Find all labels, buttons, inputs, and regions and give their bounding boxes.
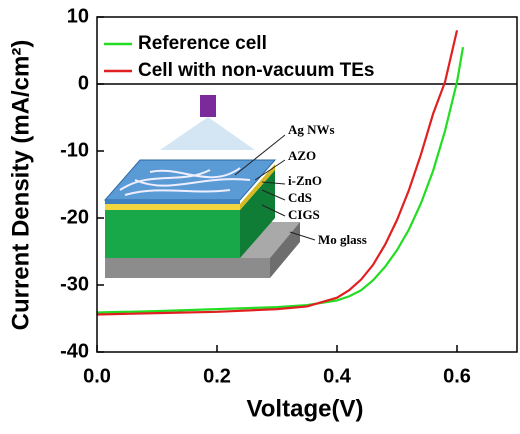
mo-glass-front <box>105 258 270 278</box>
inset-label: CdS <box>288 190 312 205</box>
series-line <box>97 30 459 316</box>
y-tick-label: -10 <box>60 139 89 161</box>
x-tick-label: 0.2 <box>203 365 231 387</box>
cds-side <box>240 164 275 210</box>
y-tick-label: -40 <box>60 340 89 362</box>
inset-label: i-ZnO <box>288 173 322 188</box>
x-tick-label: 0.0 <box>83 365 111 387</box>
series-line <box>97 46 465 314</box>
y-tick-label: 10 <box>67 5 89 27</box>
nanowires <box>119 167 251 196</box>
legend-label: Reference cell <box>138 33 267 54</box>
y-axis-title: Current Density (mA/cm²) <box>7 40 34 331</box>
legend-label: Cell with non-vacuum TEs <box>138 60 374 81</box>
cigs-front <box>105 210 240 258</box>
y-tick-label: 0 <box>78 72 89 94</box>
y-tick-label: -20 <box>60 206 89 228</box>
spray-cone <box>160 117 255 150</box>
inset-labels: Ag NWs AZO i-ZnO CdS CIGS Mo glass <box>288 122 367 247</box>
cds-layer <box>105 204 240 210</box>
x-tick-label: 0.6 <box>443 365 471 387</box>
x-axis-title: Voltage(V) <box>247 395 364 422</box>
spray-nozzle <box>200 95 216 117</box>
x-tick-label: 0.4 <box>323 365 352 387</box>
inset-label: Mo glass <box>318 232 367 247</box>
inset-leaders <box>234 134 316 241</box>
inset-label: AZO <box>288 148 316 163</box>
plot-frame <box>96 16 518 353</box>
azo-front <box>105 200 240 204</box>
inset-diagram <box>103 95 316 278</box>
mo-glass-side <box>270 222 300 278</box>
inset-label: Ag NWs <box>288 122 335 137</box>
inset-label: CIGS <box>288 207 320 222</box>
y-tick-label: -30 <box>60 273 89 295</box>
